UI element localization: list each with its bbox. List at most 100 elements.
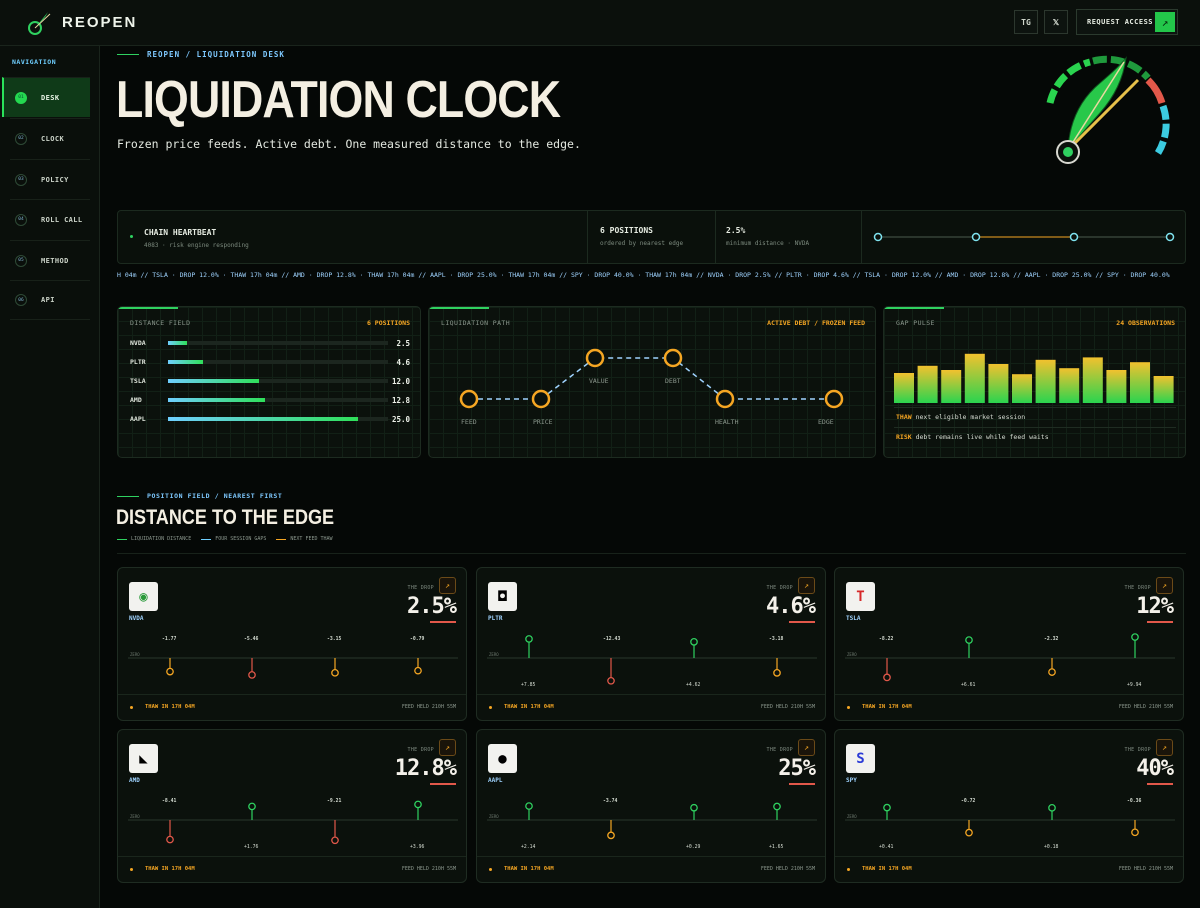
drop-percent: 4.6% (766, 594, 816, 619)
gap-point (414, 666, 422, 675)
drop-underline (1147, 621, 1173, 623)
distance-value: 2.5 (396, 338, 410, 348)
panel-accent (429, 307, 489, 309)
panel-title: GAP PULSE (896, 319, 935, 327)
distance-track (168, 398, 388, 402)
drop-label: THE DROP (766, 747, 793, 753)
telegram-button[interactable]: TG (1014, 10, 1038, 34)
gap-value: -9.21 (327, 798, 342, 804)
open-arrow-icon[interactable]: ↗ (798, 577, 815, 594)
request-access-button[interactable]: REQUEST ACCESS ↗ (1076, 9, 1178, 35)
thaw-countdown: THAW IN 17H 04M (504, 704, 554, 710)
card-ticker: SPY (846, 777, 857, 784)
heartbeat-line-chart (873, 232, 1175, 242)
position-card[interactable]: S SPY THE DROP ↗ 40% THAW IN 17H 04M FEE… (834, 729, 1184, 883)
tsla-logo-icon: T (846, 582, 875, 611)
sidebar-item-api[interactable]: 06 API (10, 280, 90, 320)
position-card[interactable]: ● AAPL THE DROP ↗ 25% THAW IN 17H 04M FE… (476, 729, 826, 883)
open-arrow-icon[interactable]: ↗ (439, 739, 456, 756)
nav-number: 04 (15, 213, 27, 226)
distance-ticker: TSLA (130, 377, 146, 385)
zero-label: ZERO (847, 652, 857, 657)
legend-swatch (276, 538, 287, 540)
position-card[interactable]: ◘ PLTR THE DROP ↗ 4.6% THAW IN 17H 04M F… (476, 567, 826, 721)
gap-point (525, 802, 533, 810)
zero-label: ZERO (847, 814, 857, 819)
thaw-label: THAW (896, 413, 912, 421)
drop-underline (430, 621, 456, 623)
gap-point (1131, 828, 1139, 837)
gap-bar (917, 365, 938, 403)
distance-value: 25.0 (391, 414, 410, 424)
card-ticker: PLTR (488, 615, 503, 622)
drop-label: THE DROP (407, 585, 434, 591)
legend-label: NEXT FEED THAW (290, 536, 333, 542)
section-title: DISTANCE TO THE EDGE (116, 506, 335, 529)
amd-logo-icon: ◣ (129, 744, 158, 773)
legend-swatch (117, 538, 127, 540)
distance-ticker: PLTR (130, 358, 146, 366)
section-breadcrumb-text: POSITION FIELD / NEAREST FIRST (147, 492, 283, 500)
liquidation-path-panel: LIQUIDATION PATH ACTIVE DEBT / FROZEN FE… (428, 306, 876, 458)
position-card[interactable]: T TSLA THE DROP ↗ 12% THAW IN 17H 04M FE… (834, 567, 1184, 721)
card-ticker: TSLA (846, 615, 861, 622)
breadcrumb: REOPEN / LIQUIDATION DESK (117, 50, 285, 59)
heartbeat-title: CHAIN HEARTBEAT (144, 228, 217, 237)
positions-cell: 6 POSITIONS ordered by nearest edge (588, 211, 716, 263)
legend-swatch (201, 538, 212, 540)
arrow-up-right-icon: ↗ (1155, 12, 1175, 32)
request-access-label: REQUEST ACCESS (1087, 18, 1154, 26)
session-gaps-chart: ZERO -8.22 +6.61 -2.32 +9.94 (845, 633, 1175, 688)
feed-held: FEED HELD 210H 55M (760, 704, 815, 710)
position-card[interactable]: ◉ NVDA THE DROP ↗ 2.5% THAW IN 17H 04M F… (117, 567, 467, 721)
sidebar-item-clock[interactable]: 02 CLOCK (10, 118, 90, 158)
nav-number: 05 (15, 254, 27, 267)
divider (894, 427, 1176, 428)
gap-point (607, 831, 615, 840)
thaw-countdown: THAW IN 17H 04M (862, 704, 912, 710)
sidebar-item-method[interactable]: 05 METHOD (10, 240, 90, 280)
sidebar-item-desk[interactable]: 01 DESK (2, 77, 90, 117)
gap-value: +1.76 (244, 844, 259, 850)
open-arrow-icon[interactable]: ↗ (1156, 739, 1173, 756)
distance-ticker: NVDA (130, 339, 146, 347)
nav-label: API (41, 296, 55, 304)
gap-value: -0.36 (1127, 798, 1142, 804)
gap-value: -1.77 (162, 636, 177, 642)
panel-accent (118, 307, 178, 309)
drop-percent: 12.8% (394, 756, 457, 781)
panel-count: 24 OBSERVATIONS (1116, 319, 1175, 327)
feed-held: FEED HELD 210H 55M (401, 866, 456, 872)
legend-label: LIQUIDATION DISTANCE (131, 536, 192, 542)
zero-label: ZERO (489, 652, 499, 657)
sidebar-item-policy[interactable]: 03 POLICY (10, 159, 90, 199)
gauge-feather-illustration-icon (1046, 55, 1170, 164)
gap-point (773, 802, 781, 811)
open-arrow-icon[interactable]: ↗ (1156, 577, 1173, 594)
gap-value: +9.94 (1127, 682, 1142, 688)
thaw-dot-icon (130, 868, 133, 871)
thaw-text: next eligible market session (915, 413, 1026, 421)
legend-item: NEXT FEED THAW (276, 536, 333, 542)
card-ticker: AAPL (488, 777, 503, 784)
x-button[interactable]: 𝕏 (1044, 10, 1068, 34)
nav-number: 02 (15, 132, 27, 145)
sidebar-item-roll-call[interactable]: 04 ROLL CALL (10, 199, 90, 239)
open-arrow-icon[interactable]: ↗ (439, 577, 456, 594)
thaw-dot-icon (489, 706, 492, 709)
open-arrow-icon[interactable]: ↗ (798, 739, 815, 756)
position-card[interactable]: ◣ AMD THE DROP ↗ 12.8% THAW IN 17H 04M F… (117, 729, 467, 883)
heartbeat-node (1165, 232, 1175, 242)
status-strip: CHAIN HEARTBEAT 4083 · risk engine respo… (117, 210, 1186, 264)
path-node-label: EDGE (818, 418, 834, 426)
distance-fill (168, 341, 187, 345)
gap-value: -2.32 (1044, 636, 1059, 642)
logo[interactable]: REOPEN (26, 8, 137, 36)
card-footer: THAW IN 17H 04M FEED HELD 210H 55M (835, 856, 1183, 882)
gap-point (1131, 633, 1139, 641)
gap-value: +7.85 (521, 682, 536, 688)
thaw-countdown: THAW IN 17H 04M (504, 866, 554, 872)
gap-pulse-panel: GAP PULSE 24 OBSERVATIONS THAW next elig… (883, 306, 1186, 458)
gap-point (525, 635, 533, 643)
gap-bar (941, 370, 962, 403)
